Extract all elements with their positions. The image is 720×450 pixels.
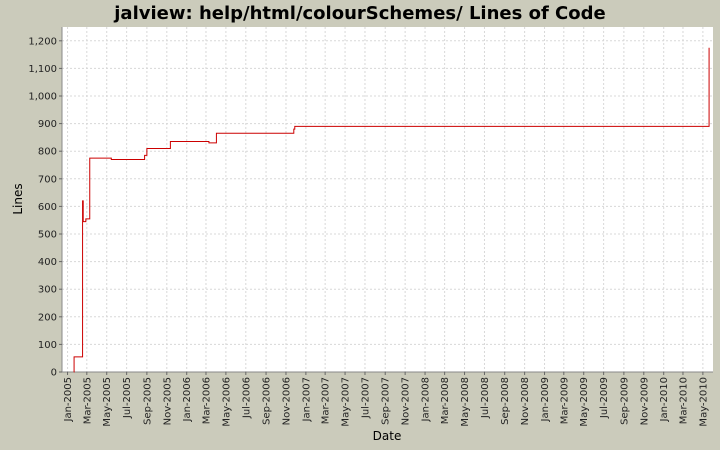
series-line (73, 47, 710, 373)
x-tick-label: May-2005 (102, 377, 113, 427)
y-tick-label: 100 (38, 340, 57, 351)
x-tick-label: Sep-2008 (500, 377, 511, 425)
y-tick-label: 1,100 (28, 64, 57, 75)
x-tick-label: May-2008 (460, 377, 471, 427)
x-tick-label: Jan-2009 (540, 377, 551, 422)
x-tick-label: Jul-2008 (480, 377, 491, 419)
x-tick-label: Jul-2007 (360, 377, 371, 419)
x-tick-label: Nov-2006 (281, 377, 292, 425)
x-tick-label: Sep-2006 (262, 377, 273, 425)
x-tick-label: Mar-2007 (321, 377, 332, 424)
y-tick-label: 400 (38, 257, 57, 268)
y-axis-ticks: 0 100 200 300 400 500 600 700 800 900 1,000 1,100 1,… (28, 36, 62, 379)
y-tick-label: 1,000 (28, 92, 57, 103)
x-tick-label: Nov-2005 (162, 377, 173, 425)
x-tick-label: Mar-2010 (678, 377, 689, 424)
x-tick-label: Mar-2005 (82, 377, 93, 424)
plot-area (62, 27, 713, 372)
x-tick-label: May-2007 (341, 377, 352, 427)
chart-title: jalview: help/html/colourSchemes/ Lines … (113, 3, 605, 24)
grid (62, 27, 713, 373)
x-tick-label: Jan-2010 (659, 377, 670, 422)
y-tick-label: 300 (38, 285, 57, 296)
x-tick-label: May-2010 (698, 377, 709, 427)
x-tick-label: Jan-2005 (63, 377, 74, 422)
x-tick-label: May-2006 (221, 377, 232, 427)
x-tick-label: Sep-2007 (381, 377, 392, 425)
axes (61, 27, 713, 373)
x-tick-label: Jul-2009 (599, 377, 610, 419)
y-axis-label: Lines (11, 183, 25, 214)
x-tick-label: Jan-2008 (421, 377, 432, 422)
y-tick-label: 900 (38, 119, 57, 130)
x-tick-label: Jan-2007 (301, 377, 312, 422)
x-tick-label: Jul-2005 (122, 377, 133, 419)
series-group (73, 47, 710, 373)
x-axis-ticks: Jan-2005 Mar-2005 May-2005 Jul-2005 Sep-2005… (63, 372, 709, 427)
x-tick-label: Nov-2009 (639, 377, 650, 425)
x-tick-label: Jan-2006 (182, 377, 193, 422)
y-tick-label: 800 (38, 147, 57, 158)
x-axis-label: Date (373, 429, 402, 443)
x-tick-label: Sep-2009 (619, 377, 630, 425)
x-tick-label: May-2009 (579, 377, 590, 427)
x-tick-label: Nov-2008 (520, 377, 531, 425)
y-tick-label: 0 (51, 368, 57, 379)
y-tick-label: 1,200 (28, 36, 57, 47)
x-tick-label: Jul-2006 (241, 377, 252, 419)
y-tick-label: 500 (38, 230, 57, 241)
y-tick-label: 700 (38, 174, 57, 185)
x-tick-label: Mar-2008 (440, 377, 451, 424)
y-tick-label: 600 (38, 202, 57, 213)
y-tick-label: 200 (38, 312, 57, 323)
x-tick-label: Mar-2009 (559, 377, 570, 424)
x-tick-label: Sep-2005 (142, 377, 153, 425)
x-tick-label: Nov-2007 (401, 377, 412, 425)
x-tick-label: Mar-2006 (201, 377, 212, 424)
